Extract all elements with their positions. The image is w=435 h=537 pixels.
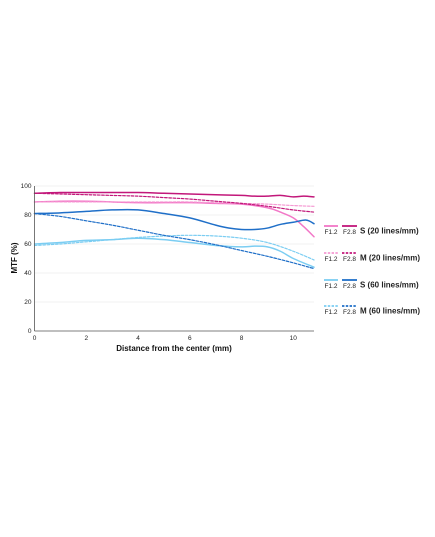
series-lines [33,191,315,270]
legend-entry: F1.2 F2.8 S (60 lines/mm) [324,279,419,290]
x-axis-title: Distance from the center (mm) [116,344,232,353]
y-tick-label: 40 [24,270,32,277]
tick-labels: 0 20 40 60 80 100 0 2 4 6 8 10 [21,183,298,342]
y-tick-label: 0 [28,328,32,335]
series-line-s20-f12 [33,200,315,238]
legend-label: M (60 lines/mm) [360,307,420,316]
legend-aperture-f12: F1.2 [324,256,337,263]
y-tick-label: 60 [24,241,32,248]
legend-label: S (20 lines/mm) [360,227,419,236]
y-tick-label: 100 [21,183,32,190]
series-line-s60-f28 [33,208,315,231]
x-tick-label: 4 [136,335,140,342]
series-line-s60-f12 [33,237,315,268]
series-line-s20-f28 [33,191,315,198]
y-axis-title: MTF (%) [10,242,19,273]
legend-entry: F1.2 F2.8 S (20 lines/mm) [324,225,419,236]
x-tick-label: 8 [240,335,244,342]
legend-aperture-f28: F2.8 [343,256,356,263]
legend-label: S (60 lines/mm) [360,281,419,290]
series-line-m20-f12 [33,201,315,207]
y-tick-label: 20 [24,299,32,306]
legend-entry: F1.2 F2.8 M (60 lines/mm) [324,305,420,316]
x-tick-label: 0 [33,335,37,342]
legend-aperture-f28: F2.8 [343,283,356,290]
legend-label: M (20 lines/mm) [360,254,420,263]
series-line-m60-f28 [33,212,315,270]
legend-aperture-f12: F1.2 [324,309,337,316]
legend-aperture-f28: F2.8 [343,229,356,236]
series-line-m60-f12 [33,234,315,261]
series-line-m20-f28 [33,192,315,213]
y-tick-label: 80 [24,212,32,219]
legend-aperture-f12: F1.2 [324,229,337,236]
legend-entry: F1.2 F2.8 M (20 lines/mm) [324,252,420,263]
legend-aperture-f12: F1.2 [324,283,337,290]
x-tick-label: 10 [290,335,298,342]
legend-aperture-f28: F2.8 [343,309,356,316]
x-tick-label: 2 [84,335,88,342]
legend: F1.2 F2.8 S (20 lines/mm) F1.2 F2.8 M (20 lin… [324,225,420,316]
axes [34,186,314,332]
grid-lines [34,185,314,303]
x-tick-label: 6 [188,335,192,342]
